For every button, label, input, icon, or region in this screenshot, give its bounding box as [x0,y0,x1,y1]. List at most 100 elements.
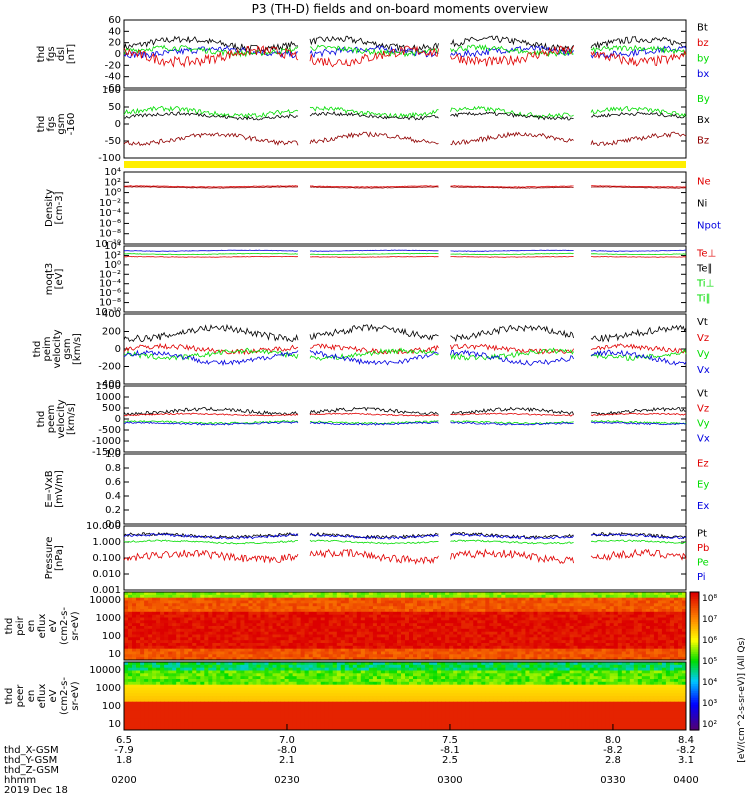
spectrogram-cell [682,614,687,618]
spectrogram-cell [224,684,229,688]
spectrogram-cell [156,664,161,669]
spectrogram-cell [272,681,277,686]
spectrogram-cell [288,645,294,650]
spectrogram-cell [348,611,354,616]
spectrogram-cell [461,592,466,596]
spectrogram-cell [272,606,277,610]
series-Ti [123,249,686,252]
spectrogram-cell [609,651,615,655]
spectrogram-cell [433,681,438,686]
spectrogram-cell [633,620,639,624]
ytick-label: -1000 [92,436,121,447]
spectrogram-cell [312,670,318,674]
spectrogram-cell [569,664,575,669]
ylabel-line: velocity [52,329,63,368]
spectrogram-cell [376,592,382,596]
spectrogram-cell [168,609,173,613]
spectrogram-cell [497,643,502,647]
spectrogram-cell [184,651,189,655]
spectrogram-cell [160,606,165,610]
spectrogram-cell [669,603,675,607]
spectrogram-cell [589,606,595,610]
spectrogram-cell [393,664,398,669]
spectrogram-cell [384,679,390,683]
spectrogram-cell [272,600,277,604]
spectrogram-cell [196,654,201,658]
spectrogram-cell [192,673,197,677]
spectrogram-cell [445,603,450,607]
spectrogram-cell [682,676,687,680]
spectrogram-cell [678,664,683,669]
spectrogram-cell [505,592,510,596]
spectrogram-cell [236,645,241,650]
spectrogram-cell [429,617,434,621]
spectrogram-cell [601,673,607,677]
spectrogram-cell [356,628,362,633]
spectrogram-cell [244,664,249,669]
spectrogram-cell [312,651,318,655]
spectrogram-cell [200,670,205,674]
spectrogram-cell [132,631,137,635]
spectrogram-cell [124,597,129,601]
spectrogram-cell [589,609,595,613]
spectrogram-cell [653,679,659,683]
spectrogram-cell [409,594,414,599]
spectrogram-cell [413,662,418,666]
spectrogram-cell [545,667,550,671]
spectrogram-cell [425,600,430,604]
spectrogram-cell [364,645,370,650]
spectrogram-cell [537,670,542,674]
spectrogram-cell [320,654,326,658]
spectrogram-cell [525,664,530,669]
spectrogram-cell [417,676,422,680]
spectrogram-cell [280,617,286,621]
spectrogram-cell [501,634,506,638]
spectrogram-cell [545,670,550,674]
spectrogram-cell [417,648,422,652]
spectrogram-cell [549,684,554,688]
spectrogram-cell [176,640,181,644]
spectrogram-cell [380,670,386,674]
spectrogram-cell [292,628,298,633]
spectrogram-cell [629,628,635,633]
spectrogram-cell [613,676,619,680]
spectrogram-cell [413,676,418,680]
spectrogram-cell [356,679,362,683]
spectrogram-cell [340,626,346,630]
spectrogram-cell [224,676,229,680]
spectrogram-cell [641,597,647,601]
spectrogram-cell [316,673,322,677]
spectrogram-cell [653,662,659,666]
ylabel-line: Pressure [44,537,55,580]
spectrogram-cell [352,611,358,616]
spectrogram-cell [324,662,330,666]
spectrogram-cell [609,670,615,674]
spectrogram-cell [376,673,382,677]
spectrogram-cell [380,673,386,677]
spectrogram-cell [272,645,277,650]
spectrogram-cell [485,657,490,661]
spectrogram-cell [296,637,302,641]
spectrogram-cell [300,611,306,616]
spectrogram-cell [216,687,221,691]
spectrogram-cell [152,628,157,633]
spectrogram-cell [304,626,310,630]
spectrogram-cell [601,623,607,627]
spectrogram-cell [256,611,261,616]
spectrogram-cell [384,609,390,613]
spectrogram-cell [388,631,394,635]
spectrogram-cell [268,645,273,650]
spectrogram-cell [601,670,607,674]
spectrogram-cell [485,643,490,647]
spectrogram-cell [364,634,370,638]
spectrogram-cell [180,620,185,624]
spectrogram-cell [617,651,623,655]
spectrogram-cell [352,651,358,655]
spectrogram-cell [372,648,378,652]
spectrogram-cell [252,631,257,635]
spectrogram-cell [393,617,398,621]
spectrogram-cell [208,667,213,671]
spectrogram-cell [240,664,245,669]
spectrogram-cell [653,654,659,658]
spectrogram-cell [212,654,217,658]
